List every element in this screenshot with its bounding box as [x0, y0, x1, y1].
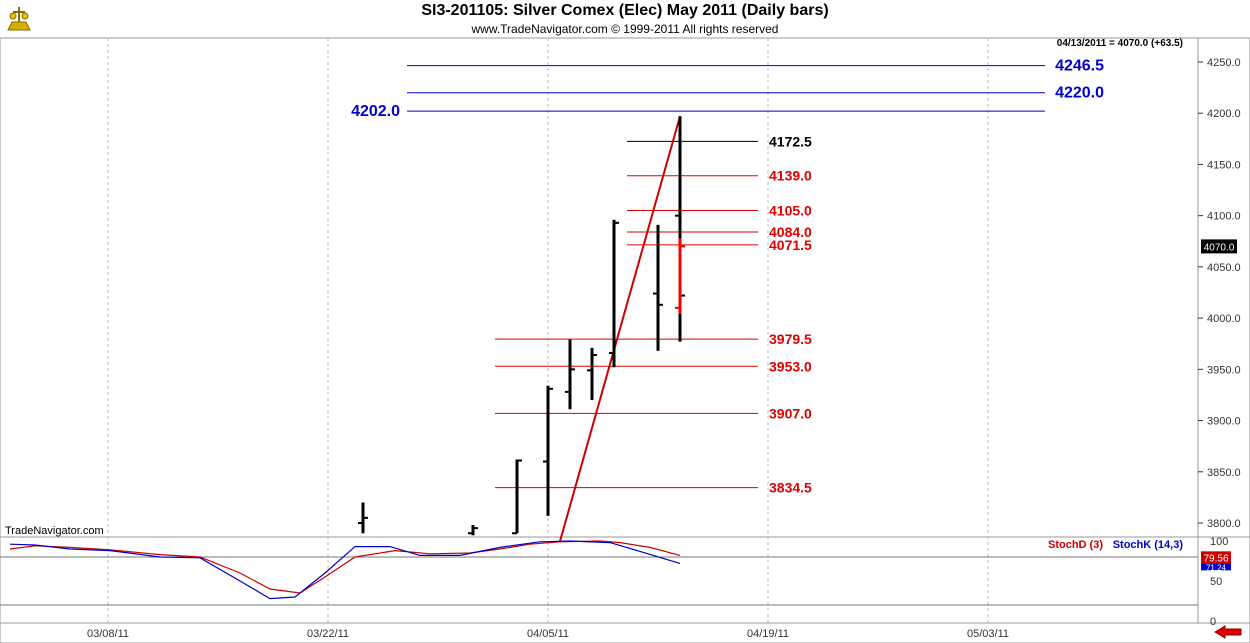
price-tick-label: 3800.0 — [1207, 518, 1241, 530]
date-tick-label: 04/05/11 — [527, 628, 569, 640]
stochD-value-label: 79.56 — [1203, 553, 1228, 564]
level-label: 4084.0 — [769, 224, 812, 240]
level-label: 4246.5 — [1055, 58, 1104, 75]
price-axis-panel — [1197, 37, 1250, 538]
price-tick-label: 4100.0 — [1207, 211, 1241, 223]
stochastic-panel — [0, 536, 1199, 624]
level-label: 4220.0 — [1055, 85, 1104, 102]
stoch-tick-label: 100 — [1210, 536, 1228, 548]
stoch-tick-label: 50 — [1210, 576, 1222, 588]
ohlc-bar — [512, 459, 522, 535]
stochK-value-label: 71.24 — [1206, 563, 1227, 572]
stoch-series-line — [9, 540, 681, 600]
level-label: 4202.0 — [351, 103, 400, 120]
level-label: 3979.5 — [769, 331, 812, 347]
ohlc-bar — [543, 385, 553, 516]
ohlc-bar — [358, 502, 368, 534]
stoch-tick-label: 0 — [1210, 616, 1216, 628]
ohlc-bar — [468, 525, 478, 536]
watermark: TradeNavigator.com — [5, 525, 104, 537]
price-tick-label: 4150.0 — [1207, 159, 1241, 171]
level-label: 4139.0 — [769, 168, 812, 184]
stochK-value-badge — [1201, 563, 1231, 571]
ohlc-bar — [587, 347, 597, 401]
last-price-badge — [1201, 239, 1237, 254]
stoch-legend-k: StochK (14,3) — [1113, 539, 1184, 551]
price-tick-label: 4000.0 — [1207, 313, 1241, 325]
scroll-left-arrow-icon[interactable] — [1213, 624, 1243, 640]
ohlc-bar — [653, 224, 663, 351]
stochD-value-badge — [1201, 551, 1231, 564]
quote-readout: 04/13/2011 = 4070.0 (+63.5) — [1057, 38, 1183, 49]
date-tick-label: 05/03/11 — [967, 628, 1009, 640]
price-tick-label: 4200.0 — [1207, 108, 1241, 120]
price-tick-label: 4050.0 — [1207, 262, 1241, 274]
level-label: 3907.0 — [769, 405, 812, 421]
trendline — [559, 116, 681, 542]
stochastic-axis-panel — [1197, 536, 1250, 624]
level-label: 4105.0 — [769, 203, 812, 219]
level-label: 4071.5 — [769, 237, 812, 253]
level-label: 3953.0 — [769, 358, 812, 374]
price-panel — [0, 37, 1199, 538]
ohlc-bar — [609, 219, 619, 368]
level-label: 3834.5 — [769, 480, 812, 496]
date-tick-label: 03/22/11 — [307, 628, 349, 640]
chart-title: SI3-201105: Silver Comex (Elec) May 2011… — [421, 2, 829, 19]
price-tick-label: 3950.0 — [1207, 364, 1241, 376]
date-axis-strip — [0, 622, 1250, 643]
level-label: 4172.5 — [769, 133, 812, 149]
chart-subtitle: www.TradeNavigator.com © 1999-2011 All r… — [471, 22, 779, 36]
price-tick-label: 3850.0 — [1207, 467, 1241, 479]
date-tick-label: 03/08/11 — [87, 628, 129, 640]
price-tick-label: 4250.0 — [1207, 57, 1241, 69]
last-price-label: 4070.0 — [1204, 242, 1235, 253]
trade-navigator-logo-icon — [4, 4, 34, 34]
chart-header: SI3-201105: Silver Comex (Elec) May 2011… — [0, 0, 1250, 38]
ohlc-bar — [565, 339, 575, 410]
date-tick-label: 04/19/11 — [747, 628, 789, 640]
ohlc-bar — [675, 238, 685, 315]
price-tick-label: 3900.0 — [1207, 416, 1241, 428]
stoch-legend-d: StochD (3) — [1048, 539, 1103, 551]
